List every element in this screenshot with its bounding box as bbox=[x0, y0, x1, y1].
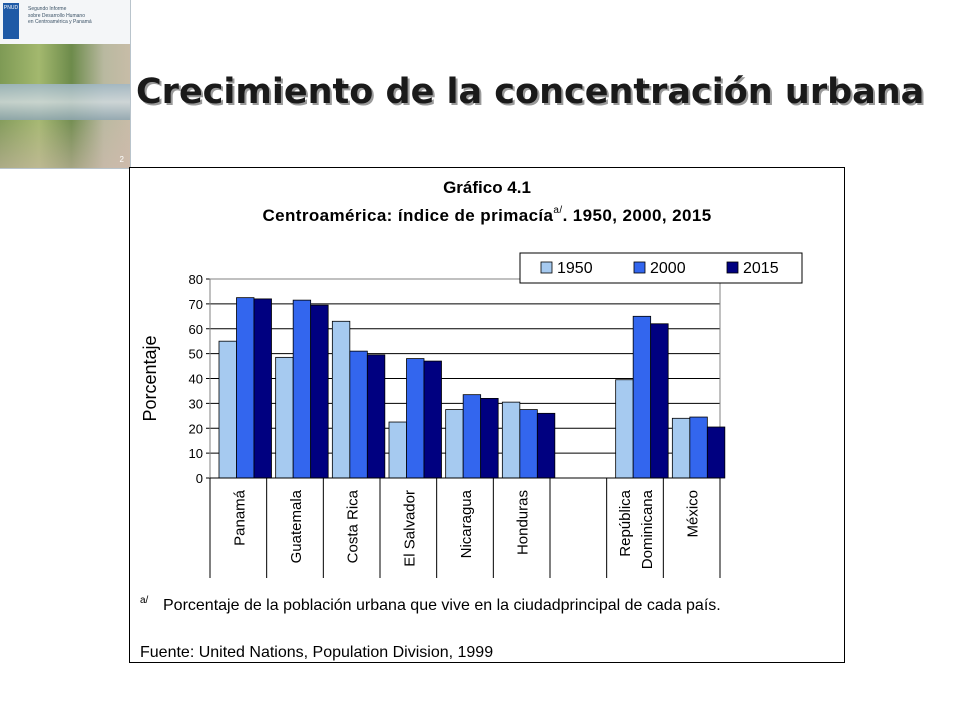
report-cover-thumbnail: PNUD Segundo Informe sobre Desarrollo Hu… bbox=[0, 0, 131, 169]
legend-swatch-1950 bbox=[540, 261, 553, 274]
x-category-label: Guatemala bbox=[288, 489, 305, 563]
chart-frame: Gráfico 4.1 Centroamérica: índice de prim… bbox=[129, 167, 845, 663]
footnote-marker: a/ bbox=[140, 595, 149, 606]
bar-2015 bbox=[650, 323, 669, 479]
chart-source: Fuente: United Nations, Population Divis… bbox=[140, 644, 493, 661]
bar-2015 bbox=[706, 426, 726, 479]
y-tick-label: 70 bbox=[189, 297, 203, 312]
y-tick-label: 50 bbox=[189, 347, 203, 362]
bar-2000 bbox=[632, 315, 652, 479]
bar-2000 bbox=[236, 297, 255, 479]
legend-box bbox=[519, 252, 803, 284]
bar-2000 bbox=[462, 394, 482, 479]
legend-label-2015: 2015 bbox=[743, 260, 779, 277]
y-tick-label: 80 bbox=[189, 272, 203, 287]
report-cover-header: PNUD Segundo Informe sobre Desarrollo Hu… bbox=[0, 0, 130, 44]
y-tick-label: 20 bbox=[189, 421, 203, 436]
x-category-label: Honduras bbox=[515, 490, 532, 555]
legend-label-2000: 2000 bbox=[650, 260, 686, 277]
report-cover-photo-water bbox=[0, 84, 130, 120]
report-cover-title-line: Segundo Informe bbox=[28, 6, 67, 12]
x-category-label: Costa Rica bbox=[345, 489, 362, 563]
bar-2000 bbox=[292, 299, 312, 479]
y-tick-label: 0 bbox=[196, 471, 203, 486]
x-category-label: Panamá bbox=[231, 489, 248, 546]
legend-swatch-2015 bbox=[726, 261, 739, 274]
x-category-label: República bbox=[617, 489, 634, 556]
bar-1950 bbox=[388, 421, 407, 479]
bar-1950 bbox=[501, 401, 521, 479]
y-tick-label: 10 bbox=[189, 446, 203, 461]
bar-2000 bbox=[349, 350, 368, 479]
bar-2000 bbox=[689, 416, 708, 479]
bar-2015 bbox=[253, 298, 272, 479]
bar-chart: Gráfico 4.1 Centroamérica: índice de prim… bbox=[140, 178, 803, 661]
y-tick-label: 60 bbox=[189, 322, 203, 337]
slide-title: Crecimiento de la concentración urbana bbox=[136, 72, 925, 112]
bar-2015 bbox=[536, 412, 556, 479]
x-category-label: Nicaragua bbox=[458, 489, 475, 558]
x-category-label: Dominicana bbox=[639, 489, 656, 569]
report-page-number: 2 bbox=[119, 155, 124, 164]
report-cover-title-line: en Centroamérica y Panamá bbox=[28, 19, 92, 25]
bar-1950 bbox=[331, 320, 351, 479]
x-category-label: El Salvador bbox=[401, 490, 418, 567]
bar-2000 bbox=[519, 409, 538, 479]
bar-1950 bbox=[275, 356, 294, 479]
bar-1950 bbox=[445, 409, 464, 479]
y-axis-label: Porcentaje bbox=[140, 335, 160, 421]
report-cover-title: Segundo Informe sobre Desarrollo Humano … bbox=[28, 6, 128, 26]
chart-footnote: Porcentaje de la población urbana que vi… bbox=[163, 597, 721, 614]
x-category-label: México bbox=[685, 490, 702, 538]
legend-swatch-2000 bbox=[633, 261, 646, 274]
bar-2015 bbox=[310, 304, 329, 479]
bar-2015 bbox=[366, 354, 386, 479]
bar-1950 bbox=[218, 340, 237, 479]
bar-1950 bbox=[615, 379, 634, 479]
chart-subtitle: Centroamérica: índice de primacíaa/. 195… bbox=[262, 205, 711, 225]
report-cover-title-line: sobre Desarrollo Humano bbox=[28, 12, 85, 19]
y-tick-label: 40 bbox=[189, 372, 203, 387]
bar-1950 bbox=[671, 417, 691, 479]
chart-title: Gráfico 4.1 bbox=[443, 178, 531, 197]
undp-logo: PNUD bbox=[3, 3, 19, 39]
report-cover-photo bbox=[0, 44, 130, 168]
bar-2015 bbox=[423, 360, 442, 479]
y-tick-label: 30 bbox=[189, 396, 203, 411]
bar-2015 bbox=[480, 397, 499, 479]
bar-2000 bbox=[406, 358, 425, 479]
legend-label-1950: 1950 bbox=[557, 260, 593, 277]
